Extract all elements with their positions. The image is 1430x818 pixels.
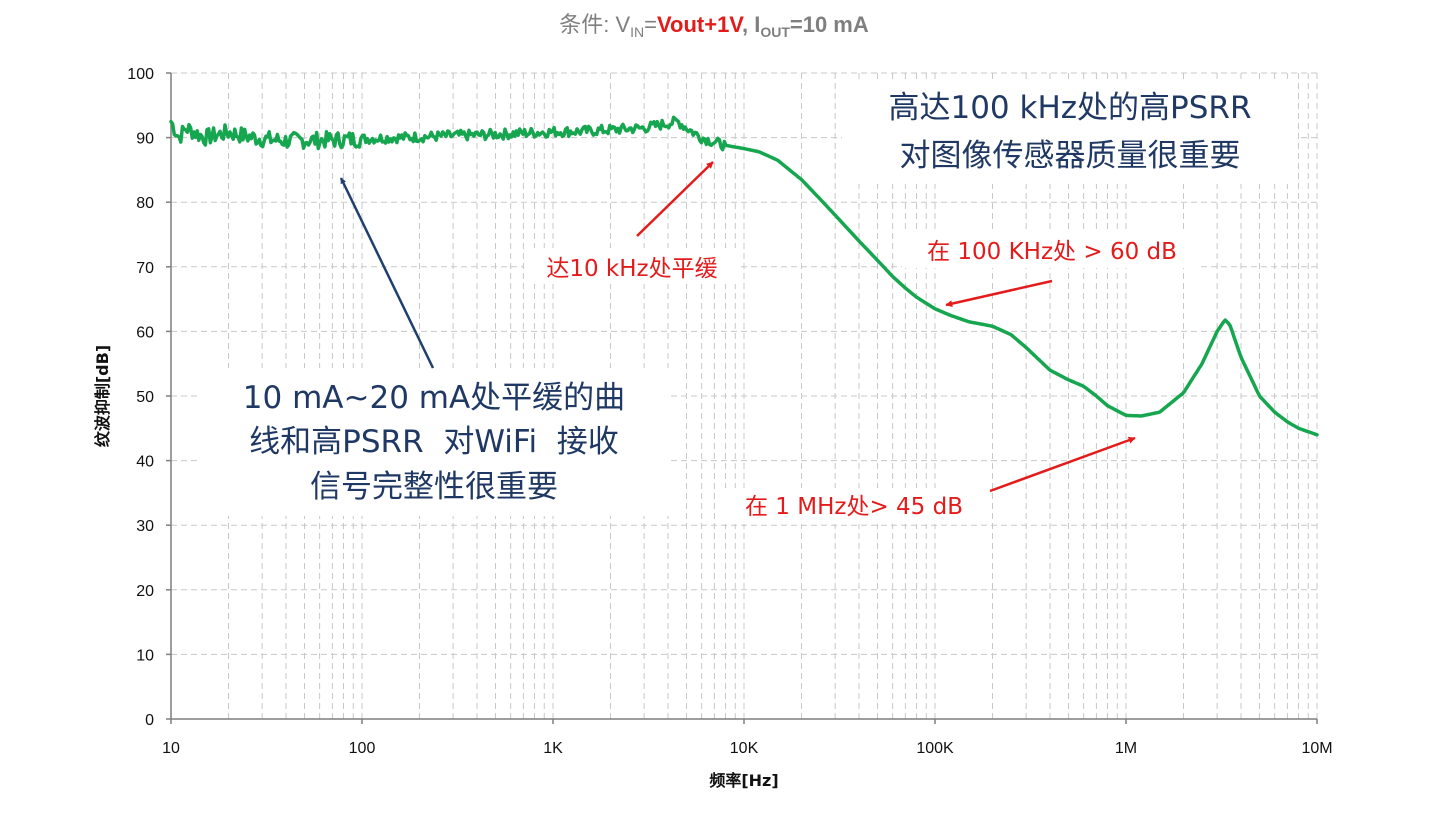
x-tick-label: 10	[162, 740, 180, 757]
title-iout-value: =10 mA	[790, 12, 869, 37]
y-tick-label: 10	[136, 647, 154, 664]
annotation-1mhz-bg	[722, 488, 986, 524]
title-vin-sub: IN	[630, 24, 644, 40]
y-tick-label: 30	[136, 518, 154, 535]
x-tick-label: 10M	[1301, 740, 1332, 757]
annotation-10khz: 达10 kHz处平缓	[524, 248, 740, 284]
annotation-1mhz: 在 1 MHz处> 45 dB	[722, 488, 986, 524]
annotation-wifi-line3: 信号完整性很重要	[310, 469, 558, 505]
y-tick-label: 80	[136, 195, 154, 212]
y-tick-label: 90	[136, 131, 154, 148]
x-tick-label: 100K	[916, 740, 954, 757]
annotation-100khz-text: 在 100 KHz处 > 60 dB	[927, 239, 1177, 265]
arrow-10khz	[636, 161, 714, 237]
y-tick-label: 40	[136, 454, 154, 471]
annotation-10khz-text: 达10 kHz处平缓	[546, 256, 717, 282]
x-axis-label: 频率[Hz]	[709, 771, 778, 790]
annotation-wifi-line2: 线和高PSRR 对WiFi 接收	[249, 424, 619, 460]
annotation-100khz-bg	[902, 232, 1200, 268]
annotation-1mhz-text: 在 1 MHz处> 45 dB	[745, 494, 963, 520]
annotation-wifi-line1: 10 mA~20 mA处平缓的曲	[243, 380, 625, 416]
annotation-wifi: 10 mA~20 mA处平缓的曲 线和高PSRR 对WiFi 接收 信号完整性很…	[198, 368, 670, 516]
annotation-100khz: 在 100 KHz处 > 60 dB	[902, 232, 1200, 268]
annotation-image-sensor-bg	[842, 82, 1298, 184]
annotation-image-sensor-line2: 对图像传感器质量很重要	[900, 138, 1241, 174]
chart-title: 条件: VIN=Vout+1V, IOUT=10 mA	[559, 12, 869, 40]
y-tick-label: 60	[136, 324, 154, 341]
arrow-1mhz	[989, 436, 1136, 493]
title-prefix: 条件: V	[559, 12, 630, 37]
y-tick-label: 70	[136, 260, 154, 277]
y-axis-label: 纹波抑制[dB]	[93, 345, 112, 447]
annotation-image-sensor: 高达100 kHz处的高PSRR 对图像传感器质量很重要	[842, 82, 1298, 184]
axes	[166, 72, 1318, 724]
title-comma: , I	[742, 12, 760, 37]
arrow-100khz	[945, 279, 1053, 308]
title-vin-value: Vout+1V	[657, 12, 744, 37]
y-tick-label: 0	[145, 712, 154, 729]
psrr-curve	[169, 115, 1319, 437]
y-tick-label: 50	[136, 389, 154, 406]
y-tick-label: 20	[136, 583, 154, 600]
y-tick-label: 100	[127, 66, 154, 83]
annotation-10khz-bg	[524, 248, 740, 284]
annotation-wifi-bg	[198, 368, 670, 516]
arrow-wifi	[339, 177, 435, 369]
x-tick-label: 1K	[543, 740, 563, 757]
x-tick-label: 1M	[1115, 740, 1137, 757]
tick-labels: 0 10 20 30 40 50 60 70 80 90 100 10 100 1K 10K 100K 1M 10…	[127, 66, 1332, 757]
annotation-image-sensor-line1: 高达100 kHz处的高PSRR	[888, 90, 1251, 126]
x-tick-label: 100	[349, 740, 376, 757]
x-tick-label: 10K	[730, 740, 759, 757]
title-eq1: =	[644, 12, 657, 37]
title-iout-sub: OUT	[760, 24, 790, 40]
